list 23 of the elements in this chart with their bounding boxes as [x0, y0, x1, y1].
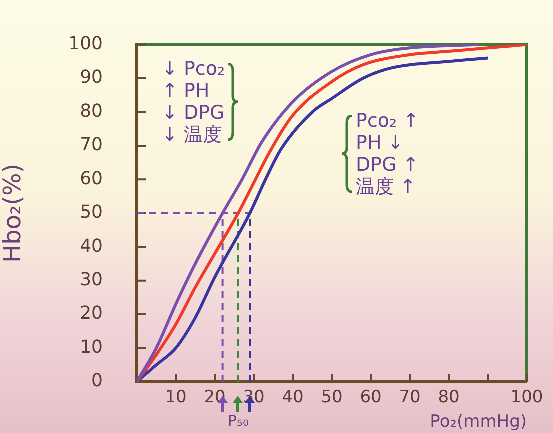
x-tick-label: 60	[360, 388, 382, 408]
y-tick-label: 30	[80, 270, 103, 291]
y-tick-label: 90	[80, 67, 103, 88]
y-tick-label: 20	[80, 303, 103, 324]
y-tick-label: 80	[80, 100, 103, 122]
x-tick-label: 80	[438, 388, 460, 408]
y-tick-label: 60	[80, 168, 103, 190]
x-tick-label: 10	[165, 388, 187, 408]
y-tick-label: 0	[92, 370, 103, 392]
annotation: ↓ Pco₂ ↑ PH ↓ DPG ↓ 温度	[162, 58, 226, 146]
x-tick-label: 50	[321, 388, 343, 408]
y-axis-title: Hbo₂(%)	[0, 164, 27, 263]
annotation: Pco₂ ↑ PH ↓ DPG ↑ 温度 ↑	[356, 110, 420, 198]
x-tick-label: 40	[282, 388, 304, 408]
x-axis-title: Po₂(mmHg)	[430, 412, 527, 432]
y-tick-label: 50	[80, 202, 103, 224]
annotation: P₅₀	[228, 411, 249, 432]
y-tick-label: 10	[80, 336, 103, 358]
y-tick-label: 40	[80, 236, 103, 257]
x-tick-label: 100	[510, 388, 544, 408]
y-tick-label: 100	[68, 33, 103, 54]
x-tick-label: 70	[399, 388, 421, 408]
y-tick-label: 70	[80, 134, 103, 156]
